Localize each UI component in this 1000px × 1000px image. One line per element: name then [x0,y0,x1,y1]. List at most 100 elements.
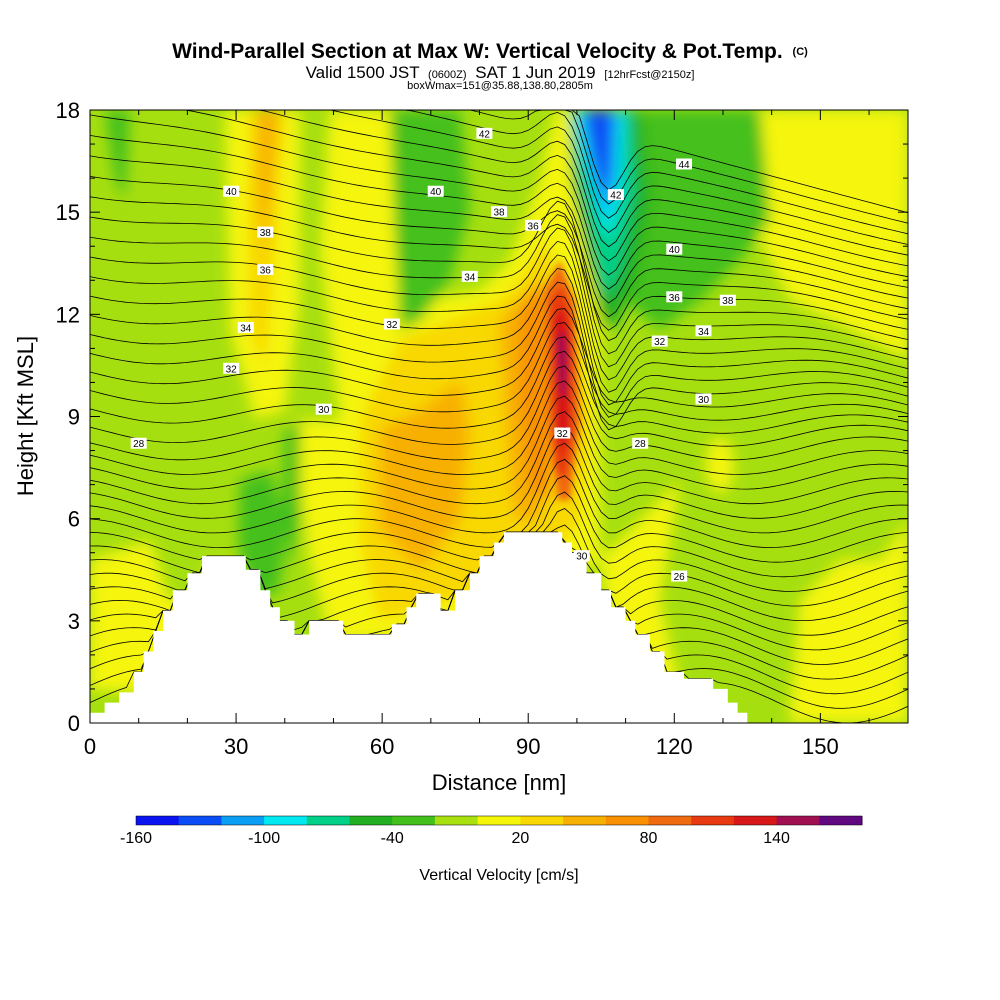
y-tick-label: 9 [68,405,80,430]
isentrope-label-text: 32 [226,364,238,375]
isentrope-label-bg [257,264,274,276]
isentrope-line [90,411,908,505]
isentrope-label: 44 [676,158,693,171]
isentrope-label-bg [573,550,590,562]
isentrope-label-bg [666,243,683,255]
isentrope-label-text: 34 [240,323,252,334]
isentrope-label: 36 [525,219,542,232]
terrain [90,532,908,723]
isentrope-label: 28 [130,437,147,450]
isentrope-label: 38 [257,226,274,239]
colorbar-swatch [178,816,222,825]
colorbar-swatch [434,816,479,825]
colorbar-swatch [776,816,820,825]
isentrope-label-text: 36 [528,221,540,232]
contour-labels: 28 30 32 34 36 38 40 32 34 40 38 36 42 32 30 28 26 30 32 34… [130,127,736,583]
colorbar-swatch [691,816,735,825]
isentrope-line [90,365,908,461]
isentrope-line [90,114,908,278]
y-tick-label: 0 [68,711,80,736]
chart-title: Wind-Parallel Section at Max W: Vertical… [172,40,808,63]
plot-area [90,110,908,723]
isentrope-label: 40 [427,185,444,198]
colorbar-swatch [648,816,692,825]
colorbar-swatch [563,816,607,825]
isentrope-line [90,110,908,256]
isentrope-label: 34 [695,325,712,338]
colorbar-swatch [221,816,265,825]
isentrope-line [90,426,908,519]
isentrope-label-bg [666,291,683,303]
field-blue [586,110,612,200]
isentrope-label-text: 32 [386,320,398,331]
colorbar-swatch [349,816,393,825]
isentrope-label: 34 [461,270,478,283]
isentrope-label-bg [383,318,400,330]
isentrope-label-bg [695,325,712,337]
isentrope-line [90,336,908,434]
isentrope-line [90,135,908,290]
isentrope-label: 38 [719,294,736,307]
isentrope-label-bg [695,393,712,405]
colorbar-swatch [136,816,180,825]
isentrope-line [90,155,908,304]
subtitle-date: SAT 1 Jun 2019 [475,63,595,82]
isentrope-label: 26 [671,570,688,583]
isentrope-line [90,350,908,447]
y-axis-title: Height [Kft MSL] [13,336,38,496]
x-axis: 0 30 60 90 120 150 [84,110,870,759]
isentrope-line [90,110,908,224]
colorbar-swatch [477,816,521,825]
colorbar-title: Vertical Velocity [cm/s] [419,867,578,884]
isentrope-label-text: 42 [610,191,622,202]
subtitle-forecast: [12hrFcst@2150z] [604,69,694,81]
isentrope-label: 28 [632,437,649,450]
colorbar-swatch [520,816,564,825]
isentrope-label-bg [257,226,274,238]
colorbar-label: 140 [763,830,790,847]
isentrope-label-text: 44 [678,160,690,171]
isentrope-label-bg [676,158,693,170]
colorbar-frame [135,815,863,826]
isentrope-label: 42 [607,189,624,202]
isentrope-label-bg [719,294,736,306]
isentrope-label-bg [130,437,147,449]
isentrope-label: 36 [666,291,683,304]
isentrope-label-text: 34 [464,272,476,283]
isentrope-label-text: 40 [430,187,442,198]
isentrope-label-bg [525,219,542,231]
y-tick-label: 15 [56,200,80,225]
isentrope-label-text: 40 [669,245,681,256]
isentrope-line [90,442,908,534]
isentrope-label: 32 [223,362,240,375]
isentrope-label-text: 36 [260,266,272,277]
y-tick-label: 12 [56,302,80,327]
subtitle-valid: Valid 1500 JST [306,63,420,82]
field-yellow-patch [706,437,734,493]
isentrope-label: 32 [554,427,571,440]
isentrope-label-text: 30 [576,552,588,563]
x-tick-label: 0 [84,734,96,759]
isentrope-label: 42 [476,127,493,140]
isentrope-label: 32 [383,318,400,331]
isentrope-line [90,308,908,408]
isentrope-label: 32 [651,335,668,348]
colorbar-label: -160 [120,830,152,847]
colorbar-swatch [306,816,350,825]
isentrope-label-bg [315,403,332,415]
isentrope-label-bg [223,185,240,197]
x-tick-label: 90 [516,734,540,759]
isentrope-line [90,227,908,368]
isentrope-label-text: 32 [557,429,569,440]
field-green-a [390,110,470,330]
isentrope-line [90,110,908,267]
isentrope-line [90,196,908,331]
isentrope-label-text: 32 [654,337,666,348]
chart-title-suffix: (C) [793,46,809,58]
field-yellow-right-upper [750,110,908,360]
isentrope-label-text: 36 [669,293,681,304]
isentrope-label-bg [237,321,254,333]
field-green-e [620,110,770,330]
